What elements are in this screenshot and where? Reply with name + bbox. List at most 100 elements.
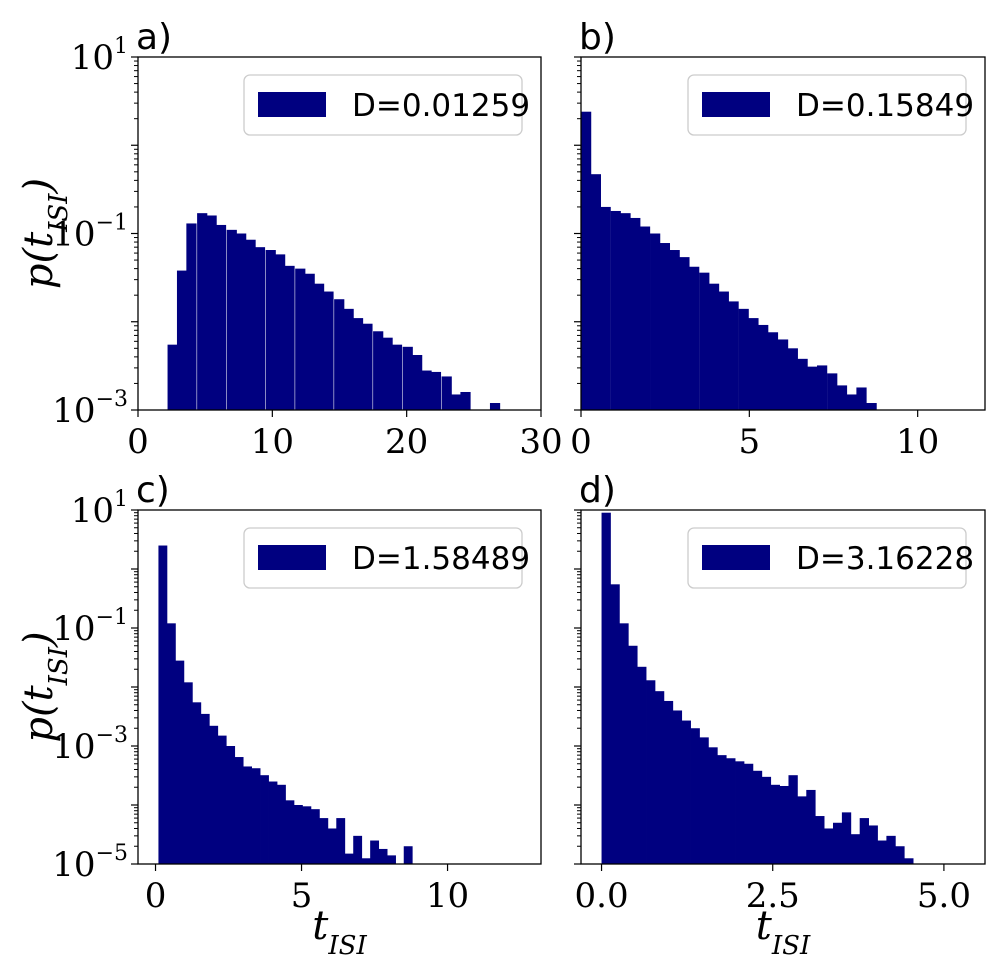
histogram-bar (735, 761, 745, 864)
legend-swatch (258, 545, 326, 570)
legend-swatch (702, 545, 770, 570)
histogram-bar (192, 702, 202, 864)
histogram-bar (226, 229, 237, 410)
histogram-bar (304, 273, 315, 410)
legend-box (687, 74, 967, 136)
histogram-bar (797, 358, 808, 410)
histogram-bar (319, 818, 329, 864)
histogram-bar (251, 768, 261, 864)
y-axis-label: p(tISI) (16, 631, 74, 742)
histogram-bar (654, 691, 665, 864)
histogram-bar (761, 776, 772, 864)
histogram-bar (806, 789, 816, 864)
histogram-bar (600, 206, 611, 410)
histogram-bar (402, 346, 413, 410)
legend: D=3.16228 (687, 527, 974, 589)
y-minor-ticks (574, 56, 581, 411)
bars (167, 213, 501, 410)
histogram-bar (827, 373, 838, 410)
histogram-bar (450, 394, 462, 410)
histogram-bar (787, 348, 798, 410)
histogram-bar (699, 272, 710, 410)
histogram-bar (639, 226, 651, 410)
histogram-bar (378, 848, 388, 864)
histogram-bar (243, 766, 252, 864)
histogram-bar (336, 818, 346, 864)
y-axis-label: p(tISI) (16, 178, 74, 289)
y-tick-label: 10−1 (52, 211, 128, 255)
legend-box (243, 527, 523, 589)
histogram-bar (601, 512, 611, 864)
histogram-bar (215, 224, 227, 410)
panel-letter: a) (136, 17, 172, 58)
panel-letter: b) (579, 17, 616, 58)
histogram-bar (175, 660, 185, 864)
histogram-bar (637, 666, 647, 864)
histogram-bar (895, 846, 905, 864)
histogram-bar (382, 337, 393, 410)
histogram-bar (672, 710, 683, 864)
histogram-bar (738, 308, 749, 410)
x-tick-label: 20 (385, 422, 428, 462)
histogram-bar (403, 846, 413, 864)
histogram-bar (767, 332, 779, 410)
legend: D=1.58489 (243, 527, 530, 589)
x-axis-label: tISI (756, 903, 811, 961)
x-tick-label: 0.0 (575, 876, 629, 916)
histogram-bar (176, 270, 188, 410)
histogram-bar (275, 254, 286, 410)
histogram-bar (206, 215, 217, 410)
histogram-bar (699, 737, 709, 864)
x-axis-label: tISI (312, 903, 367, 961)
histogram-bar (708, 283, 720, 410)
histogram-bar (183, 682, 193, 864)
histogram-bar (158, 545, 168, 864)
histogram-bar (619, 623, 629, 864)
x-tick-label: 10 (426, 876, 469, 916)
histogram-bar (441, 376, 452, 410)
histogram-bar (841, 812, 852, 864)
histogram-bar (886, 835, 896, 864)
panel-b: 0 5 10 b) D=0.15849 (570, 17, 986, 462)
histogram-bar (779, 785, 789, 864)
histogram-bar (832, 822, 843, 864)
y-minor-ticks (574, 509, 581, 865)
histogram-bar (460, 391, 471, 410)
histogram-bar (681, 720, 691, 864)
legend-swatch (702, 92, 770, 117)
histogram-bar (663, 700, 674, 864)
histogram-bar (610, 210, 621, 410)
x-tick-label: 5 (291, 876, 313, 916)
legend: D=0.01259 (243, 74, 530, 136)
histogram-bar (610, 584, 620, 864)
histogram-bar (877, 840, 887, 864)
histogram-bar (387, 855, 396, 864)
histogram-bar (217, 735, 227, 864)
histogram-bar (868, 825, 878, 864)
y-tick-label: 101 (71, 487, 128, 531)
histogram-bar (370, 840, 380, 864)
legend-swatch (258, 92, 326, 117)
y-tick-label: 10−1 (52, 605, 128, 649)
histogram-bar (186, 223, 197, 410)
x-tick-label: 5 (739, 422, 761, 462)
bars (581, 111, 877, 410)
histogram-bar (310, 809, 320, 864)
x-tick-label: 30 (519, 422, 562, 462)
histogram-bar (846, 394, 857, 410)
histogram-bar (200, 713, 210, 864)
histogram-bar (850, 834, 861, 864)
bars (158, 545, 413, 864)
y-tick-label: 101 (71, 34, 128, 78)
axes-frame (580, 509, 986, 865)
panel-d: 0.0 2.5 5.0 d) D=3.16228 tISI (574, 470, 986, 961)
legend-label: D=0.15849 (796, 88, 974, 124)
histogram-bar (236, 233, 247, 410)
histogram-bar (197, 213, 208, 410)
histogram-bar (344, 853, 354, 864)
histogram-bar (748, 318, 759, 410)
histogram-bar (758, 324, 769, 410)
x-tick-label: 0 (145, 876, 167, 916)
histogram-bar (361, 858, 371, 864)
histogram-bar (412, 354, 423, 410)
